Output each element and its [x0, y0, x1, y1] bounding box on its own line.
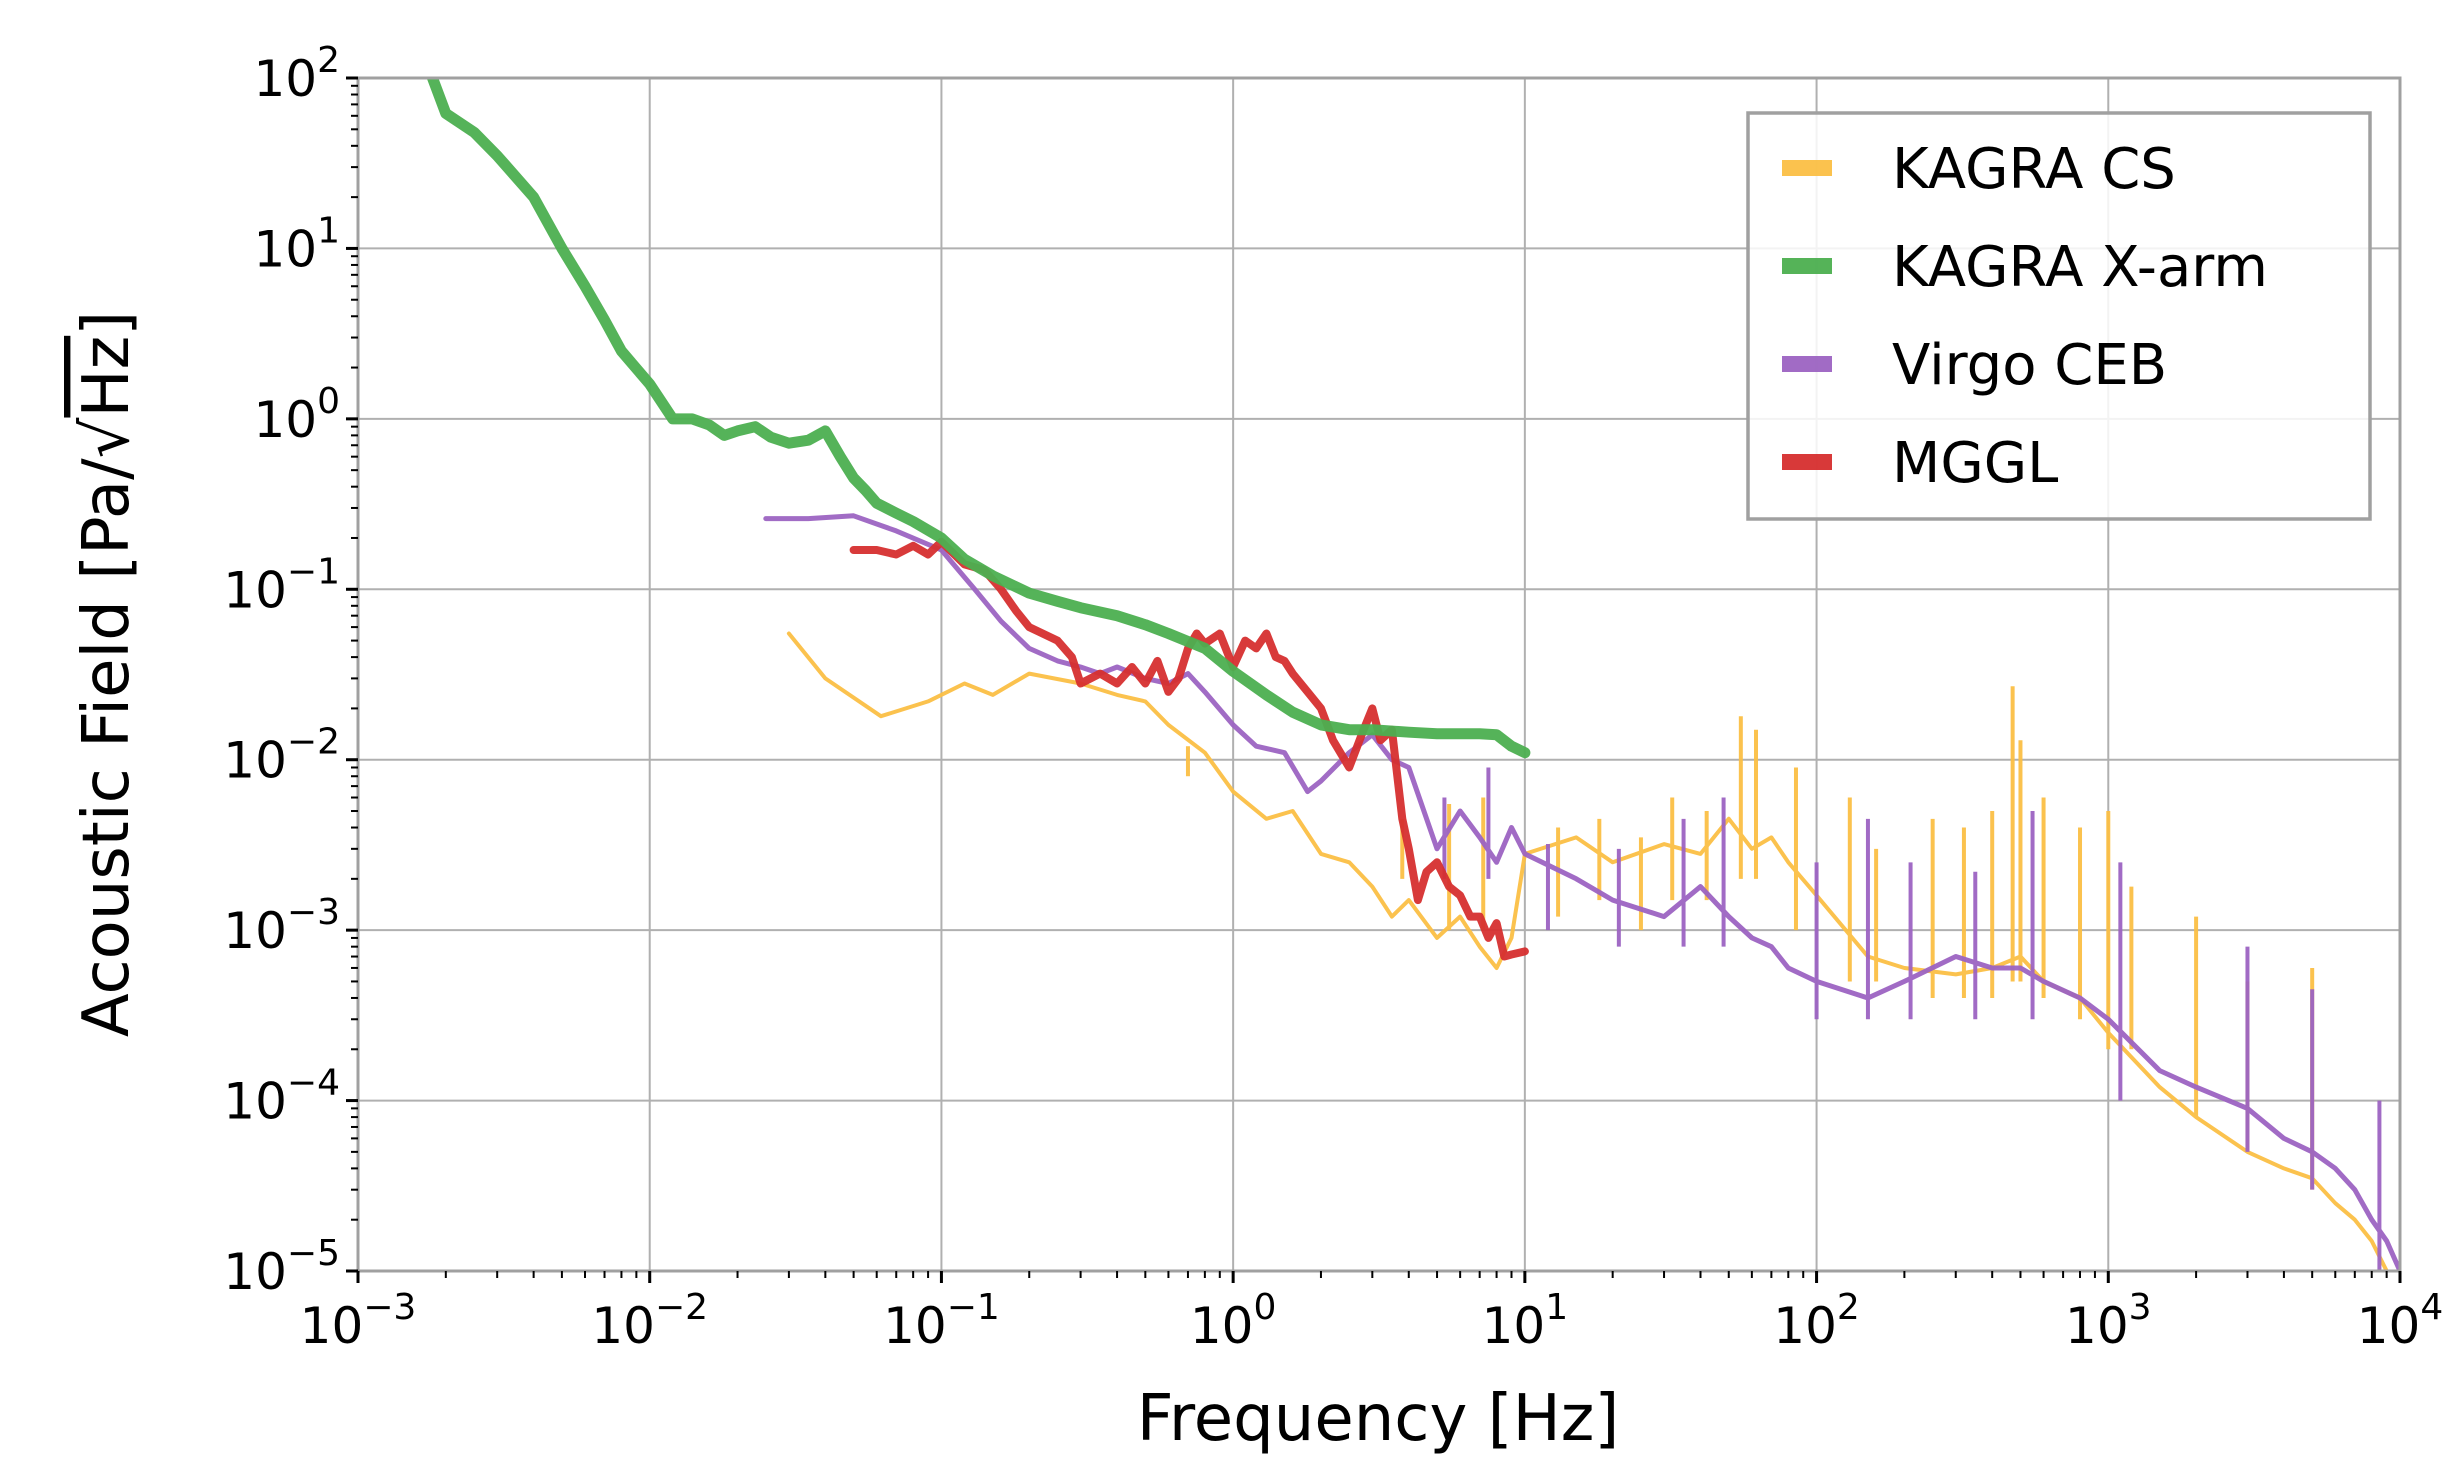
tick-labels: 10−3 10−2 10−1 100 101 102 103 104 102 101 100 10−1…: [223, 40, 2443, 1355]
series-line-kagra-x-arm: [427, 78, 1531, 759]
series-mggl: [849, 537, 1529, 961]
y-tick-label: 10−1: [223, 551, 340, 619]
plot-frame: [356, 76, 2402, 1273]
x-tick-label: 100: [1190, 1287, 1277, 1355]
y-axis-title: Acoustic Field [Pa/√Hz]: [70, 311, 144, 1037]
y-tick-label: 101: [253, 210, 340, 278]
x-tick-label: 10−1: [883, 1287, 1000, 1355]
y-tick-label: 10−5: [223, 1233, 340, 1301]
series-line-virgo-ceb: [763, 513, 2400, 1271]
legend-label-virgo-ceb: Virgo CEB: [1892, 333, 2167, 398]
x-tick-label: 10−2: [591, 1287, 708, 1355]
y-tick-label: 10−4: [223, 1063, 340, 1131]
series-kagra-x-arm: [427, 78, 1531, 759]
x-tick-label: 101: [1482, 1287, 1569, 1355]
series-line-mggl: [849, 537, 1529, 961]
x-tick-label: 103: [2065, 1287, 2152, 1355]
x-tick-label: 102: [1773, 1287, 1860, 1355]
ticks: [346, 76, 2402, 1283]
y-tick-label: 10−2: [223, 722, 340, 790]
series-line-kagra-cs: [786, 631, 2389, 1271]
y-tick-label: 102: [253, 40, 340, 108]
y-tick-label: 10−3: [223, 892, 340, 960]
y-axis-title-main: Acoustic Field [Pa/: [70, 458, 144, 1037]
legend-frame: [1746, 111, 2372, 521]
x-axis-title: Frequency [Hz]: [1137, 1382, 1620, 1456]
legend: KAGRA CS KAGRA X-arm Virgo CEB MGGL: [1746, 111, 2372, 521]
series-virgo-ceb: [763, 513, 2400, 1271]
legend-label-kagra-cs: KAGRA CS: [1892, 137, 2176, 202]
y-axis-title-sqrt: √: [70, 417, 144, 458]
legend-label-mggl: MGGL: [1892, 431, 2058, 496]
x-tick-label: 10−3: [300, 1287, 417, 1355]
x-tick-label: 104: [2357, 1287, 2444, 1355]
legend-label-kagra-x-arm: KAGRA X-arm: [1892, 235, 2268, 300]
y-tick-label: 100: [253, 381, 340, 449]
y-axis-title-radicand: Hz: [70, 336, 144, 418]
y-axis-title-close: ]: [70, 311, 144, 336]
series-layer: [427, 78, 2400, 1271]
svg-text:Acoustic Field [Pa/√Hz]: Acoustic Field [Pa/√Hz]: [70, 311, 144, 1037]
